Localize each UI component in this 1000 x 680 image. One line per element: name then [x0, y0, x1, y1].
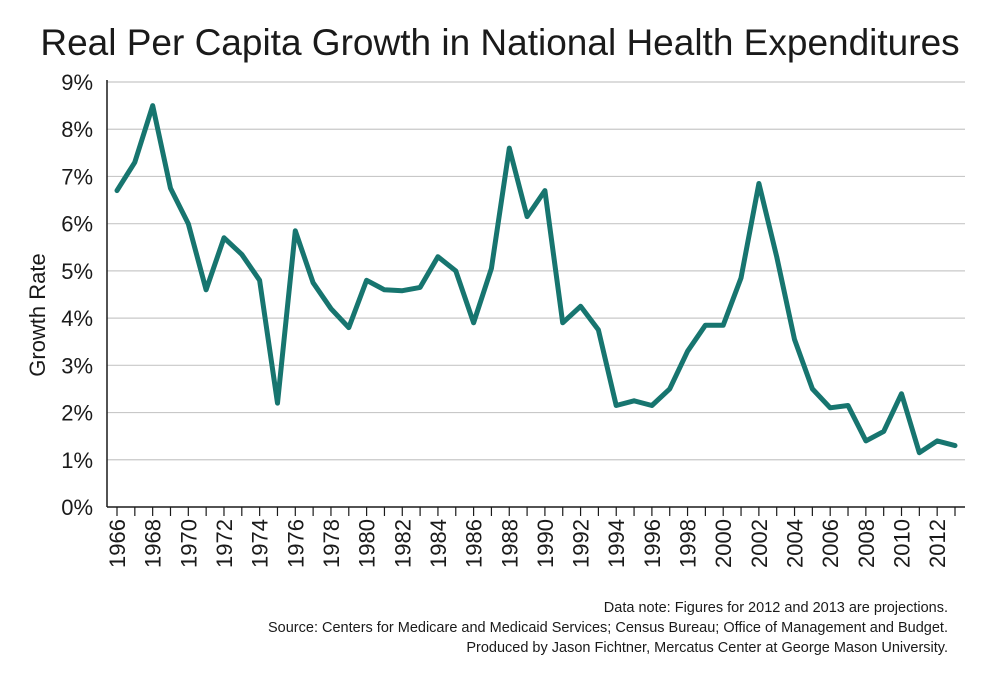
chart-title: Real Per Capita Growth in National Healt… — [40, 22, 960, 63]
producer-note: Produced by Jason Fichtner, Mercatus Cen… — [466, 640, 948, 656]
axes — [106, 80, 965, 516]
data-note: Data note: Figures for 2012 and 2013 are… — [603, 600, 948, 616]
y-tick-label: 2% — [61, 401, 93, 426]
y-tick-label: 4% — [61, 306, 93, 331]
y-tick-label: 0% — [61, 495, 93, 520]
x-tick-label: 1968 — [141, 519, 166, 568]
x-tick-label: 1972 — [212, 519, 237, 568]
x-tick-label: 1994 — [604, 519, 629, 568]
x-tick-label: 1970 — [176, 519, 201, 568]
y-axis-label: Growth Rate — [25, 253, 50, 377]
footnotes: Data note: Figures for 2012 and 2013 are… — [268, 598, 948, 658]
series-line — [114, 103, 958, 456]
source-note: Source: Centers for Medicare and Medicai… — [268, 620, 948, 636]
series-layer — [114, 103, 958, 456]
x-tick-label: 2004 — [783, 519, 808, 568]
x-tick-label: 1990 — [533, 519, 558, 568]
line-chart: 0% 1% 2% 3% 4% 5% 6% 7% 8% 9% 1966 1968 1970 1972 197… — [25, 70, 965, 568]
y-tick-label: 5% — [61, 259, 93, 284]
x-tick-label: 1986 — [462, 519, 487, 568]
x-tick-label: 2008 — [854, 519, 879, 568]
y-tick-label: 3% — [61, 353, 93, 378]
y-tick-label: 9% — [61, 70, 93, 95]
x-tick-label: 2012 — [925, 519, 950, 568]
y-tick-label: 8% — [61, 117, 93, 142]
y-tick-label: 7% — [61, 164, 93, 189]
x-tick-labels: 1966 1968 1970 1972 1974 1976 1978 1980 1982 1984… — [105, 519, 950, 568]
x-tick-label: 1996 — [640, 519, 665, 568]
gridlines — [107, 81, 965, 461]
x-tick-label: 2006 — [818, 519, 843, 568]
x-tick-label: 1966 — [105, 519, 130, 568]
x-tick-label: 1974 — [248, 519, 273, 568]
y-tick-labels: 0% 1% 2% 3% 4% 5% 6% 7% 8% 9% — [61, 70, 93, 520]
x-tick-label: 2010 — [890, 519, 915, 568]
y-tick-label: 1% — [61, 448, 93, 473]
x-tick-label: 1980 — [355, 519, 380, 568]
x-tick-label: 1988 — [497, 519, 522, 568]
x-tick-label: 2002 — [747, 519, 772, 568]
x-tick-label: 1998 — [676, 519, 701, 568]
x-tick-label: 1982 — [390, 519, 415, 568]
y-tick-label: 6% — [61, 212, 93, 237]
x-tick-label: 1984 — [426, 519, 451, 568]
x-tick-label: 1978 — [319, 519, 344, 568]
x-tick-label: 2000 — [711, 519, 736, 568]
x-tick-label: 1992 — [569, 519, 594, 568]
x-tick-label: 1976 — [283, 519, 308, 568]
